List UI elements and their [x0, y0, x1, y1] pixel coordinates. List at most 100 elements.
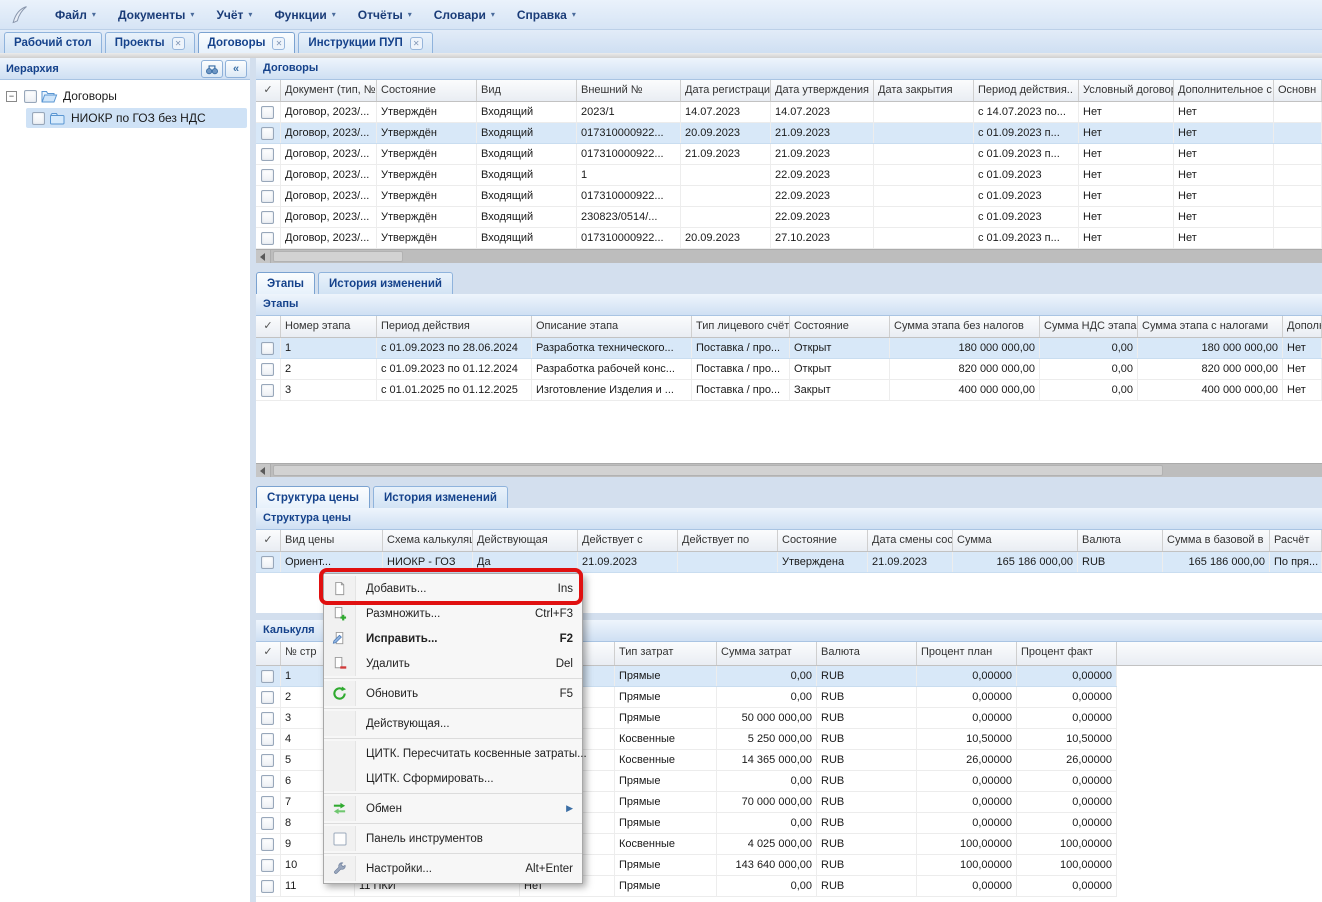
row-checkbox[interactable] [261, 753, 274, 767]
scroll-left-icon[interactable] [256, 464, 271, 477]
menu-item-12[interactable]: Обмен ▶ [324, 796, 582, 821]
row-checkbox[interactable] [261, 341, 274, 355]
menu-item-0[interactable]: Добавить... Ins [324, 576, 582, 601]
menubar-item-6[interactable]: Справка ▾ [506, 5, 587, 25]
chevron-down-icon: ▾ [490, 10, 495, 19]
main-tab-0[interactable]: Рабочий стол [4, 32, 102, 53]
row-checkbox[interactable] [261, 210, 274, 224]
tree-checkbox[interactable] [32, 111, 45, 125]
menu-item-7[interactable]: Действующая... [324, 711, 582, 736]
checkbox-cell [256, 750, 281, 770]
menubar-item-3[interactable]: Функции ▾ [263, 5, 346, 25]
cell: 3 [281, 380, 377, 400]
row-checkbox[interactable] [261, 858, 274, 872]
cell: Нет [1079, 102, 1174, 122]
menubar-item-4[interactable]: Отчёты ▾ [347, 5, 423, 25]
table-row[interactable]: Ориент... НИОКР - ГОЗ Да 21.09.2023 Утвержде… [256, 552, 1322, 573]
tree-checkbox[interactable] [24, 89, 37, 103]
table-row[interactable]: Договор, 2023/... Утверждён Входящий 2023/1… [256, 102, 1322, 123]
stages-hscrollbar[interactable] [256, 463, 1322, 477]
table-row[interactable]: Договор, 2023/... Утверждён Входящий 017310… [256, 228, 1322, 249]
close-icon[interactable]: ✕ [272, 36, 286, 50]
row-checkbox[interactable] [261, 711, 274, 725]
menu-item-9[interactable]: ЦИТК. Пересчитать косвенные затраты... [324, 741, 587, 766]
cell: RUB [817, 708, 917, 728]
main-tab-1[interactable]: Проекты ✕ [104, 32, 195, 53]
price-tab-1[interactable]: История изменений [372, 486, 508, 508]
cell: Входящий [477, 144, 577, 164]
row-checkbox[interactable] [261, 555, 274, 569]
menu-item-2[interactable]: Исправить... F2 [324, 626, 582, 651]
table-row[interactable]: Договор, 2023/... Утверждён Входящий 017310… [256, 186, 1322, 207]
column-header: Основн [1274, 80, 1322, 101]
tree-expander-icon[interactable]: − [6, 90, 17, 102]
scrollbar-thumb[interactable] [273, 251, 403, 262]
cell [520, 750, 615, 770]
cell: Поставка / про... [692, 338, 790, 358]
cell: Поставка / про... [692, 380, 790, 400]
stages-tab-0[interactable]: Этапы [256, 272, 315, 294]
menu-item-3[interactable]: Удалить Del [324, 651, 582, 676]
close-icon[interactable]: ✕ [171, 36, 185, 50]
menu-item-14[interactable]: Панель инструментов [324, 826, 582, 851]
main-tab-3[interactable]: Инструкции ПУП ✕ [298, 32, 433, 53]
row-checkbox[interactable] [261, 774, 274, 788]
cell: 0,00000 [917, 771, 1017, 791]
cell: Нет [1174, 186, 1274, 206]
cell: НИОКР - ГОЗ [383, 552, 473, 572]
cell [1274, 144, 1322, 164]
row-checkbox[interactable] [261, 879, 274, 893]
menu-item-5[interactable]: Обновить F5 [324, 681, 582, 706]
contracts-hscrollbar[interactable] [256, 249, 1322, 263]
search-binoculars-button[interactable] [201, 59, 223, 78]
cell: 0,00 [717, 876, 817, 896]
row-checkbox[interactable] [261, 147, 274, 161]
menu-item-10[interactable]: ЦИТК. Сформировать... [324, 766, 582, 791]
menubar-item-5[interactable]: Словари ▾ [423, 5, 506, 25]
page-new-icon [324, 576, 356, 601]
scrollbar-thumb[interactable] [273, 465, 1163, 476]
row-checkbox[interactable] [261, 126, 274, 140]
row-checkbox[interactable] [261, 690, 274, 704]
menubar-item-1[interactable]: Документы ▾ [107, 5, 206, 25]
cell: 0,00000 [917, 792, 1017, 812]
row-checkbox[interactable] [261, 837, 274, 851]
menu-item-16[interactable]: Настройки... Alt+Enter [324, 856, 582, 881]
row-checkbox[interactable] [261, 168, 274, 182]
tree-item-niokr[interactable]: НИОКР по ГОЗ без НДС [0, 107, 250, 129]
row-checkbox[interactable] [261, 383, 274, 397]
table-row[interactable]: Договор, 2023/... Утверждён Входящий 1 22.09… [256, 165, 1322, 186]
row-checkbox[interactable] [261, 362, 274, 376]
stages-tab-1[interactable]: История изменений [317, 272, 453, 294]
menubar-item-2[interactable]: Учёт ▾ [205, 5, 263, 25]
row-checkbox[interactable] [261, 189, 274, 203]
menubar-item-0[interactable]: Файл ▾ [44, 5, 107, 25]
row-checkbox[interactable] [261, 795, 274, 809]
row-checkbox[interactable] [261, 816, 274, 830]
collapse-panel-button[interactable]: « [225, 59, 247, 78]
row-checkbox[interactable] [261, 105, 274, 119]
no-icon [324, 766, 356, 791]
main-tab-2[interactable]: Договоры ✕ [197, 32, 296, 53]
table-row[interactable]: Договор, 2023/... Утверждён Входящий 017310… [256, 144, 1322, 165]
row-checkbox[interactable] [261, 669, 274, 683]
menu-item-1[interactable]: Размножить... Ctrl+F3 [324, 601, 582, 626]
scroll-left-icon[interactable] [256, 250, 271, 263]
tree-selection[interactable]: НИОКР по ГОЗ без НДС [26, 108, 247, 128]
row-checkbox[interactable] [261, 231, 274, 245]
price-tab-0[interactable]: Структура цены [256, 486, 370, 508]
tree-item-contracts[interactable]: − Договоры [0, 85, 250, 107]
context-menu: Добавить... Ins Размножить... Ctrl+F3 Исправ… [323, 573, 587, 884]
cell: 20.09.2023 [681, 123, 771, 143]
cell: Открыт [790, 338, 890, 358]
panel-splitter[interactable] [250, 58, 256, 902]
cell: 22.09.2023 [771, 165, 874, 185]
table-row[interactable]: Договор, 2023/... Утверждён Входящий 017310… [256, 123, 1322, 144]
row-checkbox[interactable] [261, 732, 274, 746]
cell [681, 186, 771, 206]
table-row[interactable]: Договор, 2023/... Утверждён Входящий 230823… [256, 207, 1322, 228]
close-icon[interactable]: ✕ [409, 36, 423, 50]
